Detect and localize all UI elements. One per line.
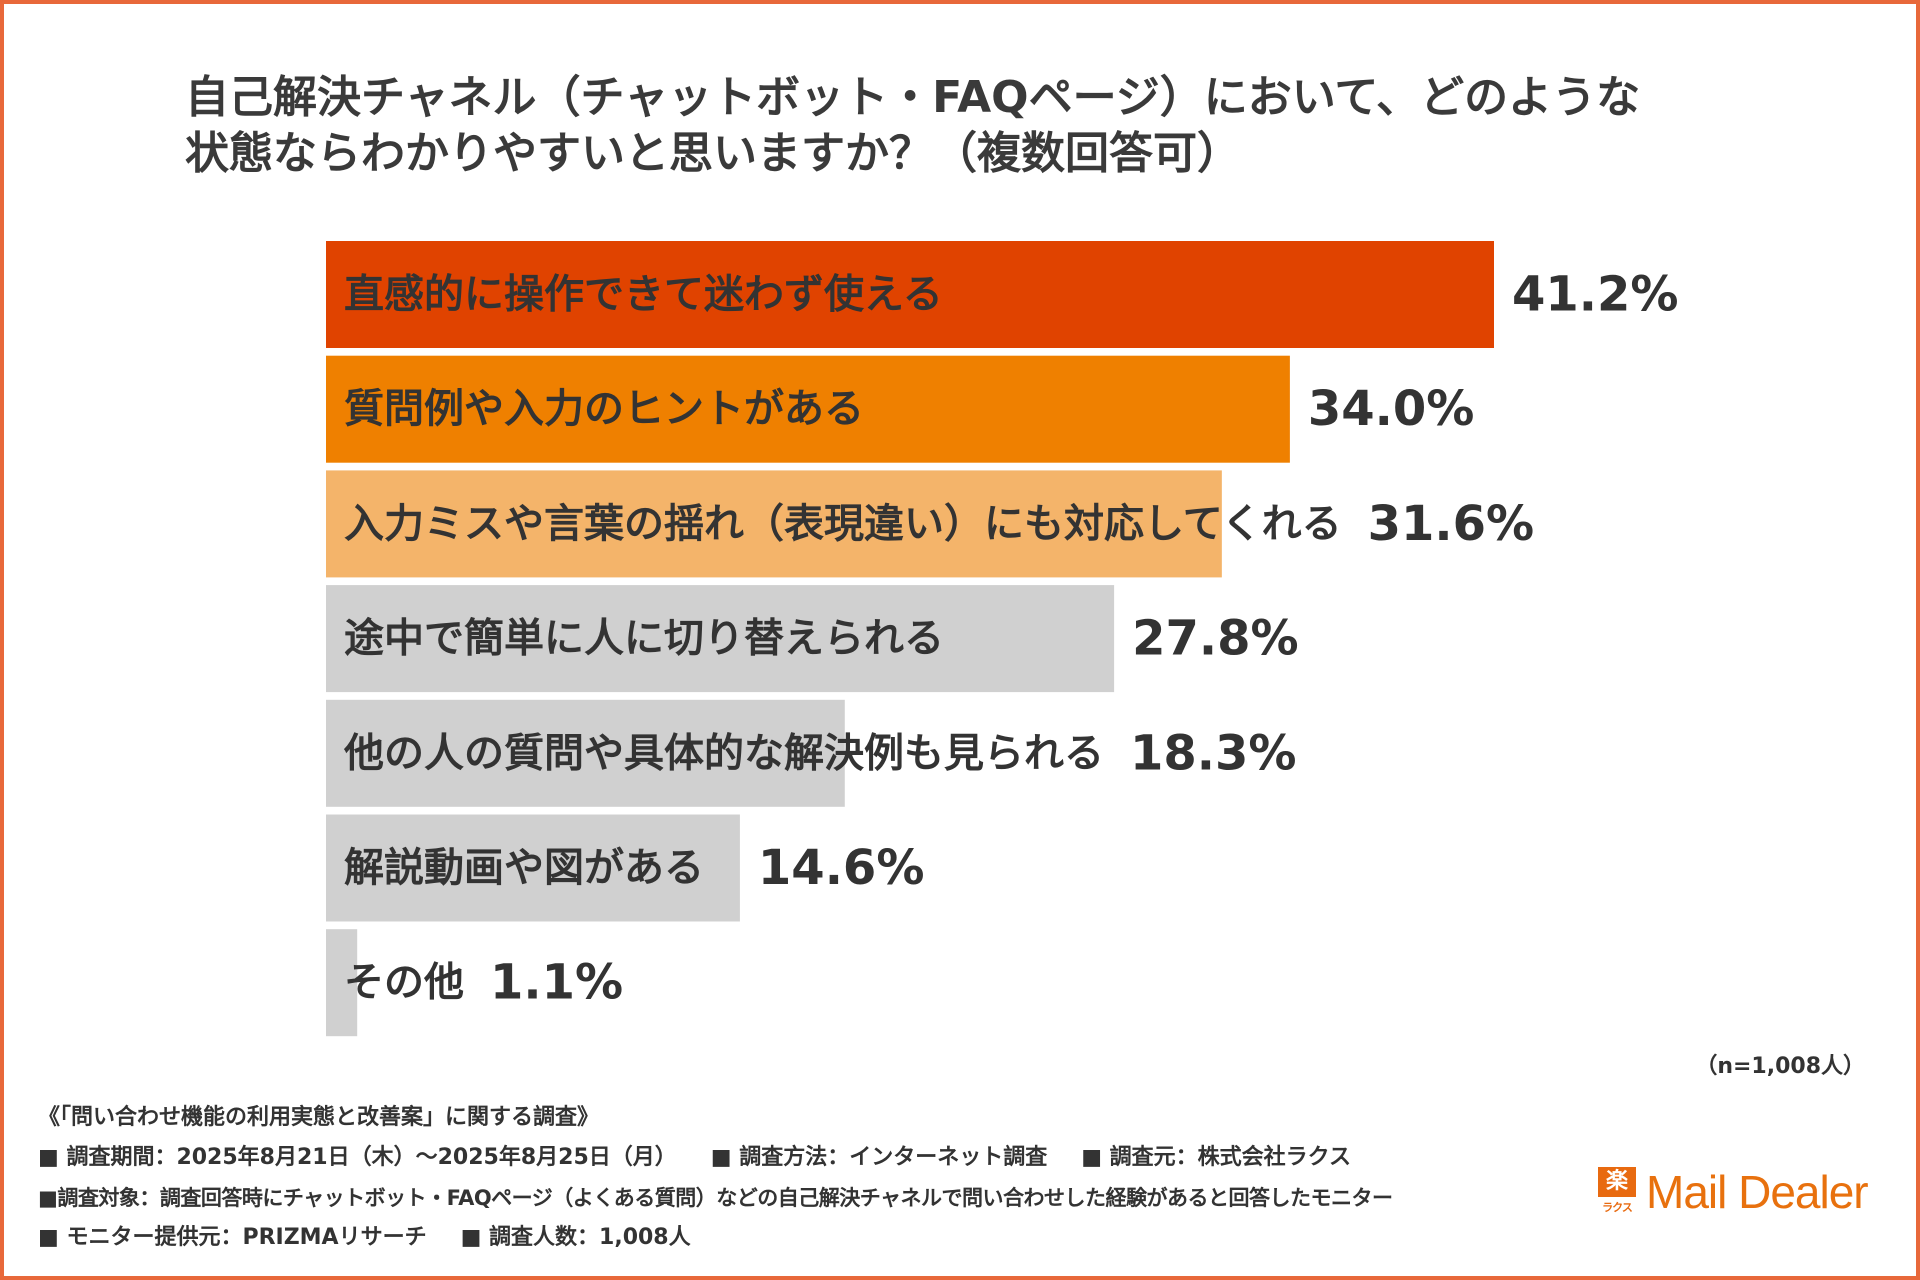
survey-name: 《「問い合わせ機能の利用実態と改善案」に関する調査》 <box>38 1105 600 1130</box>
survey-target: ■調査対象：調査回答時にチャットボット・FAQページ（よくある質問）などの自己解… <box>38 1186 1393 1210</box>
bar-label-3: 入力ミスや言葉の揺れ（表現違い）にも対応してくれる <box>344 501 1342 547</box>
bar-chart: 直感的に操作できて迷わず使える 41.2% 質問例や入力のヒントがある 34.0% 入力… <box>326 241 1679 1037</box>
survey-method: ■ 調査方法：インターネット調査 <box>710 1145 1048 1170</box>
mail-dealer-logo: 楽 ラクス Mail Dealer <box>1598 1162 1898 1222</box>
chart-title-line-1: 自己解決チャネル（チャットボット・FAQページ）において、どのような <box>185 72 1641 123</box>
chart-title: 自己解決チャネル（チャットボット・FAQページ）において、どのような 状態ならわ… <box>185 70 1785 182</box>
survey-count: ■ 調査人数：1,008人 <box>460 1225 691 1250</box>
bar-4 <box>326 585 1115 693</box>
bar-label-2: 質問例や入力のヒントがある <box>344 386 864 432</box>
survey-footer: 《「問い合わせ機能の利用実態と改善案」に関する調査》 ■ 調査期間：2025年8… <box>38 1098 1578 1258</box>
survey-provider: ■ モニター提供元：PRIZMAリサーチ <box>38 1225 427 1250</box>
bar-value-2: 34.0% <box>1308 381 1475 437</box>
survey-period: ■ 調査期間：2025年8月21日（木）〜2025年8月25日（月） <box>38 1145 677 1170</box>
bar-label-4: 途中で簡単に人に切り替えられる <box>344 616 944 662</box>
bar-label-7: その他 <box>344 960 464 1006</box>
bar-value-7: 1.1% <box>490 955 623 1011</box>
bar-value-1: 41.2% <box>1512 267 1679 323</box>
bar-5 <box>326 699 845 807</box>
bar-value-3: 31.6% <box>1368 496 1535 552</box>
survey-provider-row: ■ モニター提供元：PRIZMAリサーチ ■ 調査人数：1,008人 <box>38 1218 1578 1258</box>
survey-organizer: ■ 調査元：株式会社ラクス <box>1081 1145 1352 1170</box>
chart-title-line-2: 状態ならわかりやすいと思いますか？（複数回答可） <box>185 128 1241 179</box>
bar-label-6: 解説動画や図がある <box>344 845 704 891</box>
survey-info-row: ■ 調査期間：2025年8月21日（木）〜2025年8月25日（月） ■ 調査方法… <box>38 1138 1578 1178</box>
bar-label-5: 他の人の質問や具体的な解決例も見られる <box>343 730 1104 776</box>
bar-7 <box>326 929 358 1037</box>
rakus-logo-mark: 楽 ラクス <box>1598 1167 1636 1217</box>
bar-3 <box>326 470 1222 578</box>
sample-size-note: （n=1,008人） <box>1695 1054 1865 1079</box>
bar-1 <box>326 241 1494 348</box>
bar-value-6: 14.6% <box>758 840 925 896</box>
rakus-logo-sub: ラクス <box>1602 1201 1633 1214</box>
bar-value-4: 27.8% <box>1132 611 1299 667</box>
rakus-logo-glyph: 楽 <box>1598 1167 1636 1197</box>
bar-6 <box>326 814 740 922</box>
bar-label-1: 直感的に操作できて迷わず使える <box>344 272 943 318</box>
bar-value-5: 18.3% <box>1130 725 1297 781</box>
bar-2 <box>326 355 1290 463</box>
mail-dealer-logo-text: Mail Dealer <box>1646 1166 1869 1218</box>
